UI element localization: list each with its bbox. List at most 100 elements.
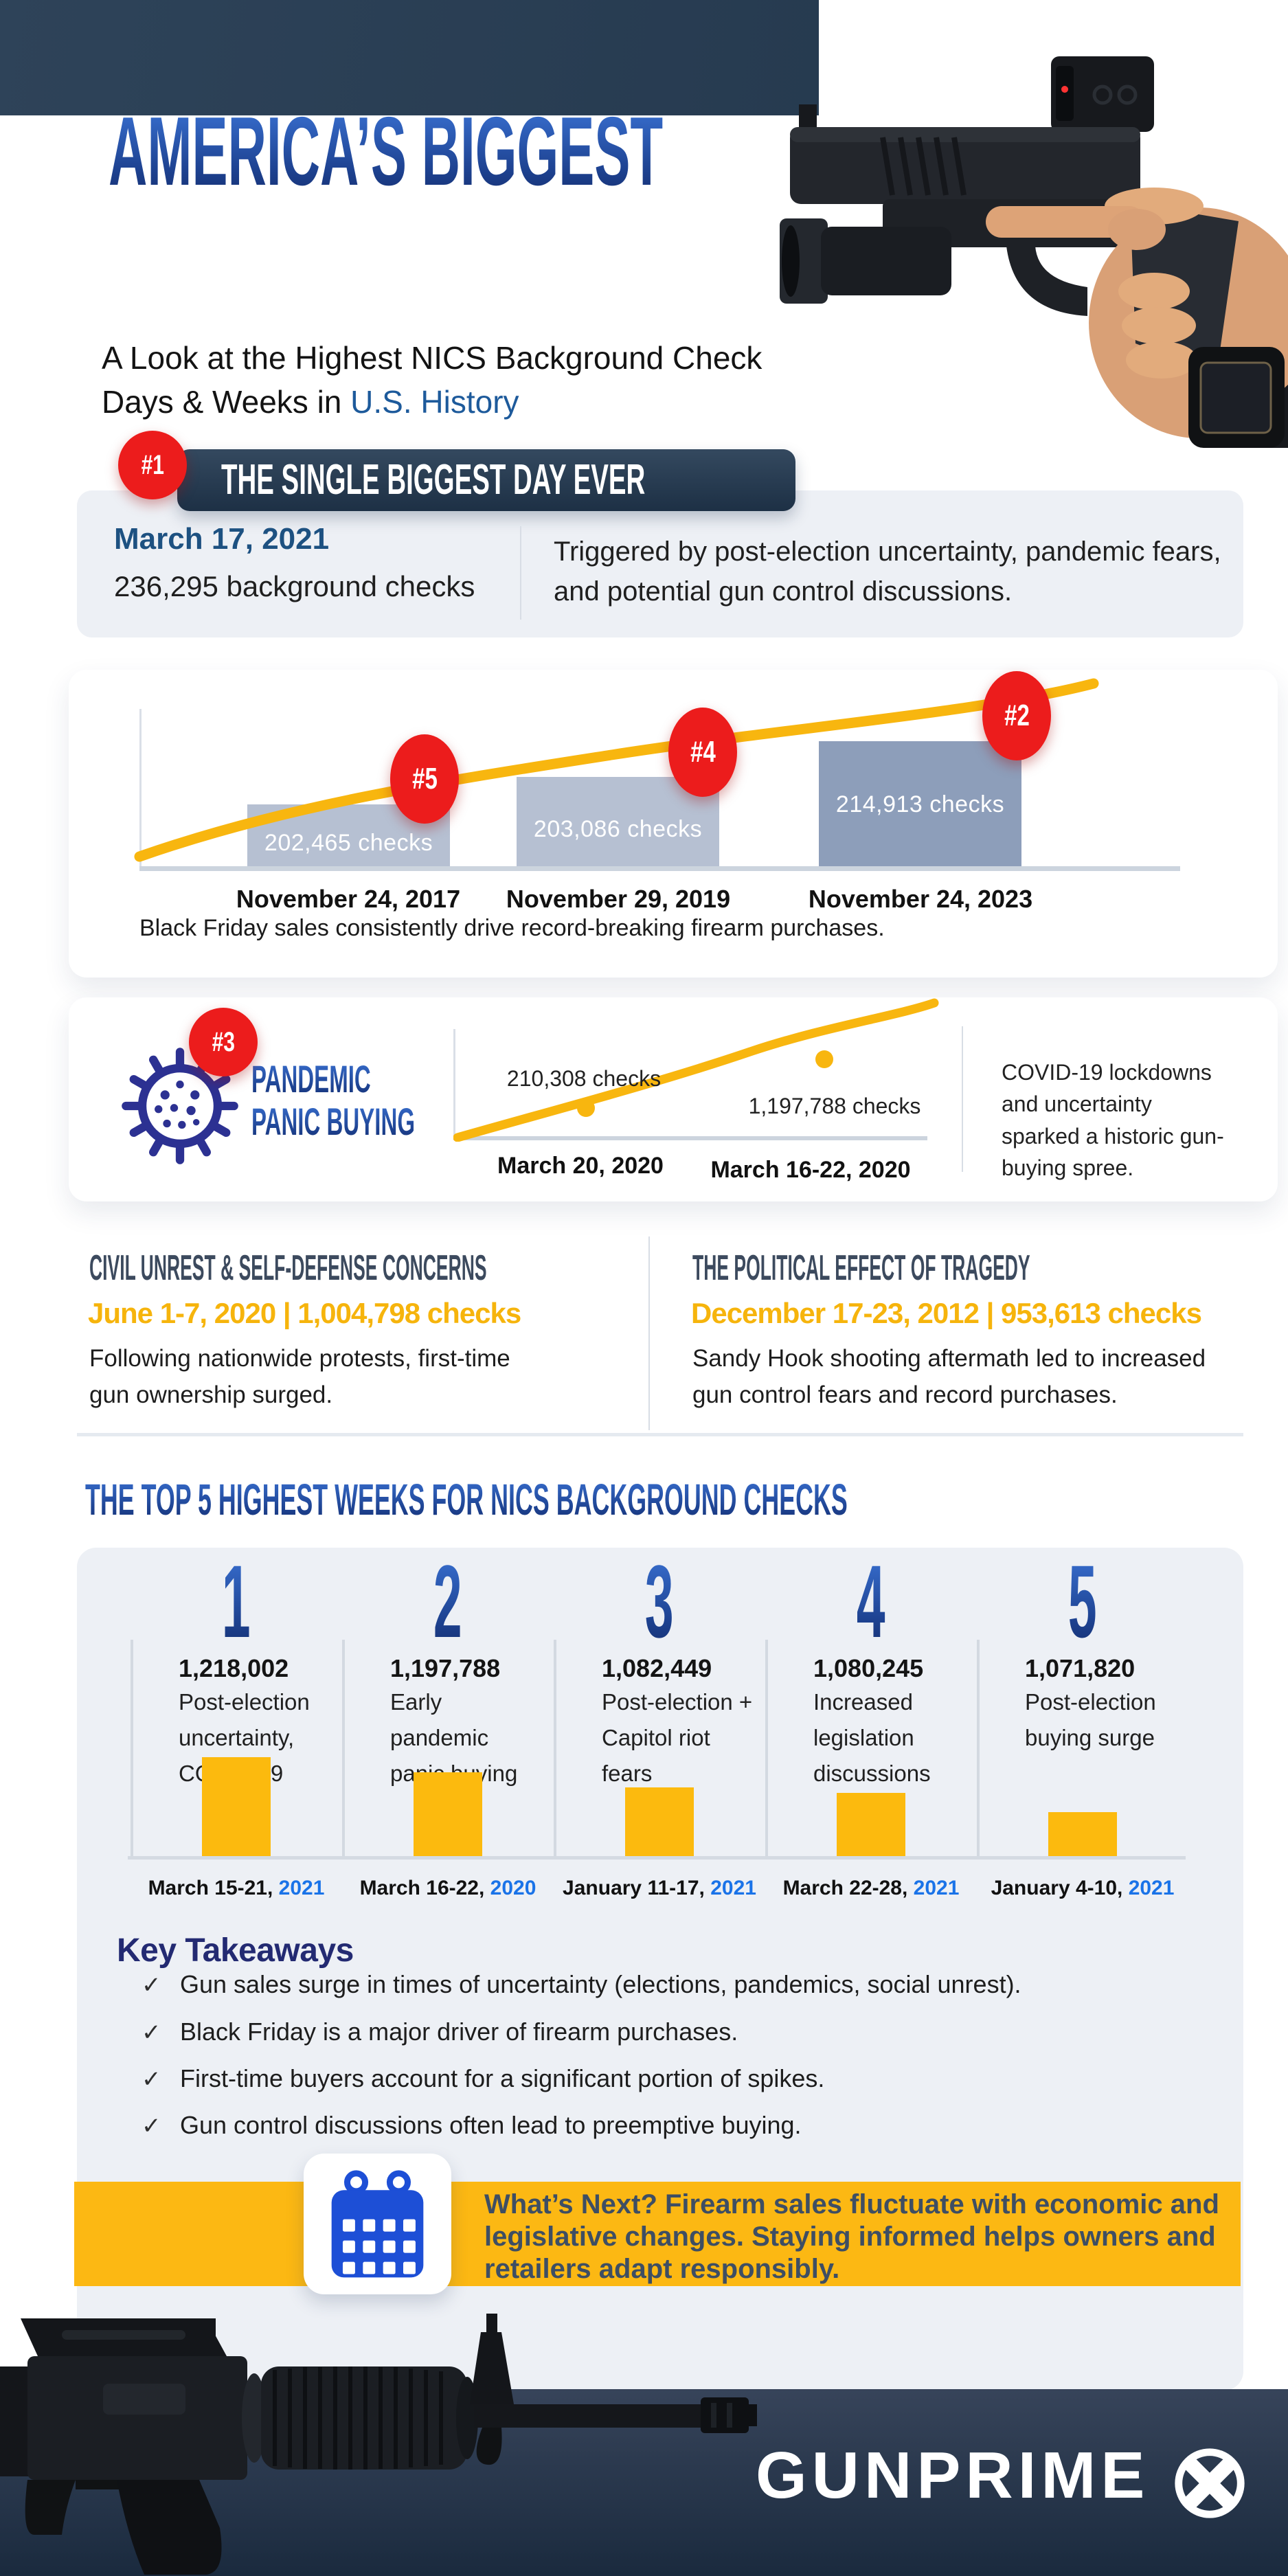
event-left-title: CIVIL UNREST & SELF-DEFENSE CONCERNS xyxy=(89,1248,487,1288)
bf-bar-label-2023: 214,913 checks xyxy=(835,791,1005,817)
t5-sep-2 xyxy=(342,1640,345,1856)
bf-date-2017: November 24, 2017 xyxy=(236,885,461,913)
t5-date-3: January 11-17, 2021 xyxy=(563,1877,756,1899)
takeaways-title: Key Takeaways xyxy=(117,1932,354,1969)
data-point-2 xyxy=(815,1050,833,1068)
page-title-line2: GUN-BUYING SURGES xyxy=(109,196,696,305)
bf-bar-2023 xyxy=(819,741,1021,866)
bf-date-2023: November 24, 2023 xyxy=(808,885,1033,913)
section1-pill: THE SINGLE BIGGEST DAY EVER xyxy=(177,449,795,511)
brand-logo-text: GUNPRIME xyxy=(756,2439,1150,2512)
section1-card xyxy=(77,490,1243,637)
event-left-description: Following nationwide protests, first-tim… xyxy=(89,1345,510,1408)
t5-rank-1: 1 xyxy=(222,1544,251,1659)
t5-sep-5 xyxy=(977,1640,980,1856)
receiver xyxy=(27,2356,247,2480)
muzzle xyxy=(701,2397,749,2433)
barrel xyxy=(474,2404,701,2428)
rank-badge-5: #5 xyxy=(390,734,459,824)
t5-bar-3 xyxy=(625,1787,694,1856)
pandemic-note: COVID-19 lockdowns and uncertainty spark… xyxy=(1002,1060,1224,1181)
bf-x-axis xyxy=(139,866,1180,871)
subtitle-line2: Days & Weeks in U.S. History xyxy=(102,383,519,420)
takeaway-item-2: Black Friday is a major driver of firear… xyxy=(180,2018,738,2046)
whats-next-text: What’s Next? Firearm sales fluctuate wit… xyxy=(484,2189,1219,2284)
pistol-photo xyxy=(780,0,1288,448)
t5-value-1: 1,218,002 xyxy=(179,1654,289,1682)
page-title-line1: AMERICA’S BIGGEST xyxy=(109,97,664,206)
whats-next-banner xyxy=(74,2182,1241,2286)
t5-date-2: March 16-22, 2020 xyxy=(359,1877,536,1899)
subtitle-highlight: U.S. History xyxy=(350,384,519,420)
takeaway-item-4: Gun control discussions often lead to pr… xyxy=(180,2111,802,2139)
t5-sep-3 xyxy=(554,1640,556,1856)
bf-bar-label-2017: 202,465 checks xyxy=(264,830,433,856)
check-icon: ✓ xyxy=(142,2066,161,2092)
t5-reason-2: Early pandemic panic buying xyxy=(390,1689,518,1786)
t5-baseline xyxy=(128,1856,1186,1860)
section1-heading: THE SINGLE BIGGEST DAY EVER xyxy=(221,456,646,504)
event-right-stat: December 17-23, 2012 | 953,613 checks xyxy=(691,1297,1202,1329)
section1-divider xyxy=(520,526,521,620)
t5-bar-1 xyxy=(202,1757,271,1856)
event-left-stat: June 1-7, 2020 | 1,004,798 checks xyxy=(88,1297,521,1329)
t5-bar-2 xyxy=(414,1772,482,1856)
t5-sep-1 xyxy=(131,1640,133,1856)
rank-badge-3: #3 xyxy=(189,1008,258,1076)
t5-reason-4: Increased legislation discussions xyxy=(813,1689,931,1786)
section1-stat: 236,295 background checks xyxy=(114,570,475,602)
trigger-finger xyxy=(986,206,1145,238)
rank-badge-1: #1 xyxy=(118,431,187,499)
t5-date-1: March 15-21, 2021 xyxy=(148,1877,325,1899)
red-dot-sight-icon xyxy=(1051,56,1154,132)
bf-caption: Black Friday sales consistently drive re… xyxy=(139,915,885,941)
pandemic-title: PANDEMIC PANIC BUYING xyxy=(251,1057,416,1143)
t5-rank-3: 3 xyxy=(645,1544,674,1659)
pandemic-x-axis xyxy=(453,1136,927,1140)
check-icon: ✓ xyxy=(142,2020,161,2046)
pandemic-y-axis xyxy=(453,1029,455,1139)
rank-badge-4: #4 xyxy=(668,708,737,797)
pandemic-card xyxy=(69,997,1278,1201)
grip xyxy=(25,2480,76,2535)
takeaway-item-1: Gun sales surge in times of uncertainty … xyxy=(180,1970,1021,1998)
t5-value-3: 1,082,449 xyxy=(602,1654,712,1682)
t5-date-5: January 4-10, 2021 xyxy=(991,1877,1175,1899)
t5-rank-2: 2 xyxy=(433,1544,462,1659)
magazine xyxy=(117,2480,222,2575)
t5-rank-5: 5 xyxy=(1068,1544,1097,1659)
event-right-title: THE POLITICAL EFFECT OF TRAGEDY xyxy=(692,1248,1030,1288)
section-rule xyxy=(77,1433,1243,1436)
pandemic-divider xyxy=(962,1026,963,1172)
t5-sep-4 xyxy=(765,1640,768,1856)
calendar-icon xyxy=(331,2170,424,2278)
event-right-description: Sandy Hook shooting aftermath led to inc… xyxy=(692,1345,1206,1408)
section1-date: March 17, 2021 xyxy=(114,522,330,556)
bf-trend-line xyxy=(134,678,1099,862)
top5-title: THE TOP 5 HIGHEST WEEKS FOR NICS BACKGRO… xyxy=(85,1475,848,1524)
data-point-1 xyxy=(577,1099,595,1117)
t5-reason-5: Post-election buying surge xyxy=(1025,1689,1156,1750)
bf-bar-2019 xyxy=(517,777,719,866)
t5-reason-3: Post-election + Capitol riot fears xyxy=(602,1689,753,1786)
bf-y-axis xyxy=(139,709,142,868)
rifle-photo xyxy=(0,2314,757,2575)
pandemic-x-label2: March 16-22, 2020 xyxy=(710,1157,911,1183)
front-sight xyxy=(470,2332,514,2404)
t5-bar-4 xyxy=(837,1793,905,1856)
events-divider xyxy=(648,1236,650,1430)
pandemic-point2-label: 1,197,788 checks xyxy=(748,1094,921,1118)
t5-value-2: 1,197,788 xyxy=(390,1654,501,1682)
check-icon: ✓ xyxy=(142,2113,161,2139)
pandemic-point1-label: 210,308 checks xyxy=(506,1066,662,1091)
t5-rank-4: 4 xyxy=(857,1544,885,1659)
bf-bar-label-2019: 203,086 checks xyxy=(533,816,703,842)
t5-value-5: 1,071,820 xyxy=(1025,1654,1136,1682)
t5-date-4: March 22-28, 2021 xyxy=(782,1877,960,1899)
check-icon: ✓ xyxy=(142,1972,161,1998)
t5-value-4: 1,080,245 xyxy=(813,1654,924,1682)
brand-logo-icon xyxy=(1175,2448,1245,2518)
subtitle-line1: A Look at the Highest NICS Background Ch… xyxy=(102,340,762,376)
bf-date-2019: November 29, 2019 xyxy=(506,885,731,913)
